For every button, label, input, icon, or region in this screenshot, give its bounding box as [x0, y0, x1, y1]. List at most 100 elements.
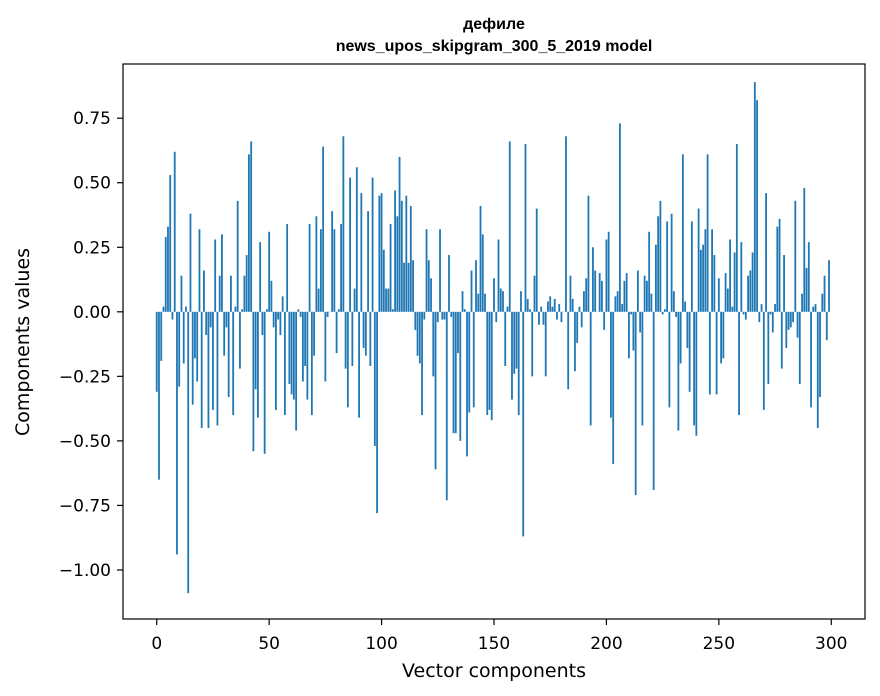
bar-186 [574, 311, 576, 372]
bar-171 [540, 306, 543, 312]
bar-25 [212, 311, 214, 410]
bar-153 [499, 288, 502, 312]
bar-65 [301, 311, 304, 382]
bar-155 [504, 311, 507, 367]
bar-109 [400, 200, 403, 312]
bar-162 [520, 291, 522, 312]
bar-137 [463, 309, 466, 312]
bar-126 [439, 229, 441, 312]
bar-198 [601, 280, 603, 312]
bar-281 [787, 311, 790, 330]
bar-176 [551, 306, 554, 312]
bar-36 [236, 200, 239, 312]
bar-287 [801, 293, 803, 312]
bar-269 [760, 304, 763, 312]
bar-253 [724, 273, 727, 312]
bar-262 [744, 311, 747, 320]
bar-20 [200, 311, 203, 428]
bar-243 [702, 244, 705, 312]
bar-286 [798, 311, 801, 385]
bar-118 [421, 311, 423, 416]
bar-187 [576, 311, 579, 343]
bar-215 [639, 311, 642, 333]
bar-235 [684, 301, 687, 312]
bar-285 [796, 311, 799, 338]
bar-223 [657, 216, 660, 312]
bar-93 [364, 311, 367, 356]
bar-220 [650, 293, 653, 312]
bar-73 [319, 229, 322, 312]
bar-19 [198, 229, 201, 312]
bar-158 [511, 311, 513, 400]
x-tick-label: 200 [590, 634, 622, 654]
bar-209 [625, 273, 628, 312]
bar-143 [477, 293, 480, 312]
bar-144 [479, 205, 482, 312]
bar-194 [592, 247, 594, 312]
bar-44 [254, 311, 257, 390]
bar-245 [706, 154, 709, 312]
bar-219 [648, 231, 651, 312]
bar-170 [538, 311, 540, 325]
bar-152 [497, 239, 500, 312]
bar-87 [351, 311, 354, 367]
bar-277 [778, 218, 781, 312]
bar-16 [191, 311, 194, 405]
bar-184 [569, 275, 572, 312]
bar-195 [594, 270, 597, 312]
bar-47 [261, 311, 264, 336]
chart-title-line-1: дефиле [463, 16, 525, 33]
bar-208 [623, 280, 626, 312]
bar-0 [155, 311, 158, 392]
bar-151 [495, 311, 498, 323]
bar-296 [821, 293, 824, 312]
bar-164 [524, 144, 527, 312]
bar-17 [194, 311, 196, 359]
bar-43 [252, 311, 255, 452]
bar-247 [711, 229, 713, 312]
bar-116 [416, 311, 419, 356]
bar-90 [358, 311, 360, 418]
bar-149 [490, 311, 493, 421]
bar-289 [805, 267, 808, 312]
y-tick-label: −0.75 [59, 496, 111, 516]
bar-64 [299, 311, 302, 317]
bar-111 [405, 195, 408, 312]
y-tick-label: −0.50 [59, 432, 111, 452]
bar-108 [398, 156, 401, 312]
bar-263 [747, 275, 749, 312]
bar-284 [794, 200, 797, 312]
bar-141 [472, 311, 475, 408]
bar-79 [333, 229, 336, 312]
bar-157 [508, 141, 511, 312]
bar-288 [803, 187, 806, 312]
bar-38 [241, 309, 244, 312]
bar-234 [681, 154, 684, 312]
bar-98 [376, 311, 378, 514]
bar-60 [290, 311, 293, 395]
bar-26 [214, 239, 217, 312]
bar-163 [522, 311, 525, 537]
bar-41 [248, 154, 250, 312]
bar-124 [434, 311, 437, 470]
bar-104 [389, 224, 392, 312]
bar-75 [324, 311, 327, 382]
x-tick-label: 150 [478, 634, 510, 654]
bar-15 [189, 213, 192, 312]
y-tick-label: 0.00 [73, 303, 111, 323]
bar-85 [346, 311, 349, 408]
bar-160 [515, 311, 518, 369]
bar-172 [542, 311, 545, 325]
bar-282 [789, 311, 792, 328]
bar-114 [412, 260, 414, 312]
bar-266 [753, 82, 756, 312]
bar-33 [230, 275, 232, 312]
bar-58 [286, 224, 289, 312]
bar-239 [693, 311, 696, 426]
bar-261 [742, 311, 745, 315]
bar-271 [765, 193, 767, 312]
bar-107 [396, 216, 399, 312]
bar-188 [578, 306, 581, 312]
bar-178 [556, 311, 558, 320]
